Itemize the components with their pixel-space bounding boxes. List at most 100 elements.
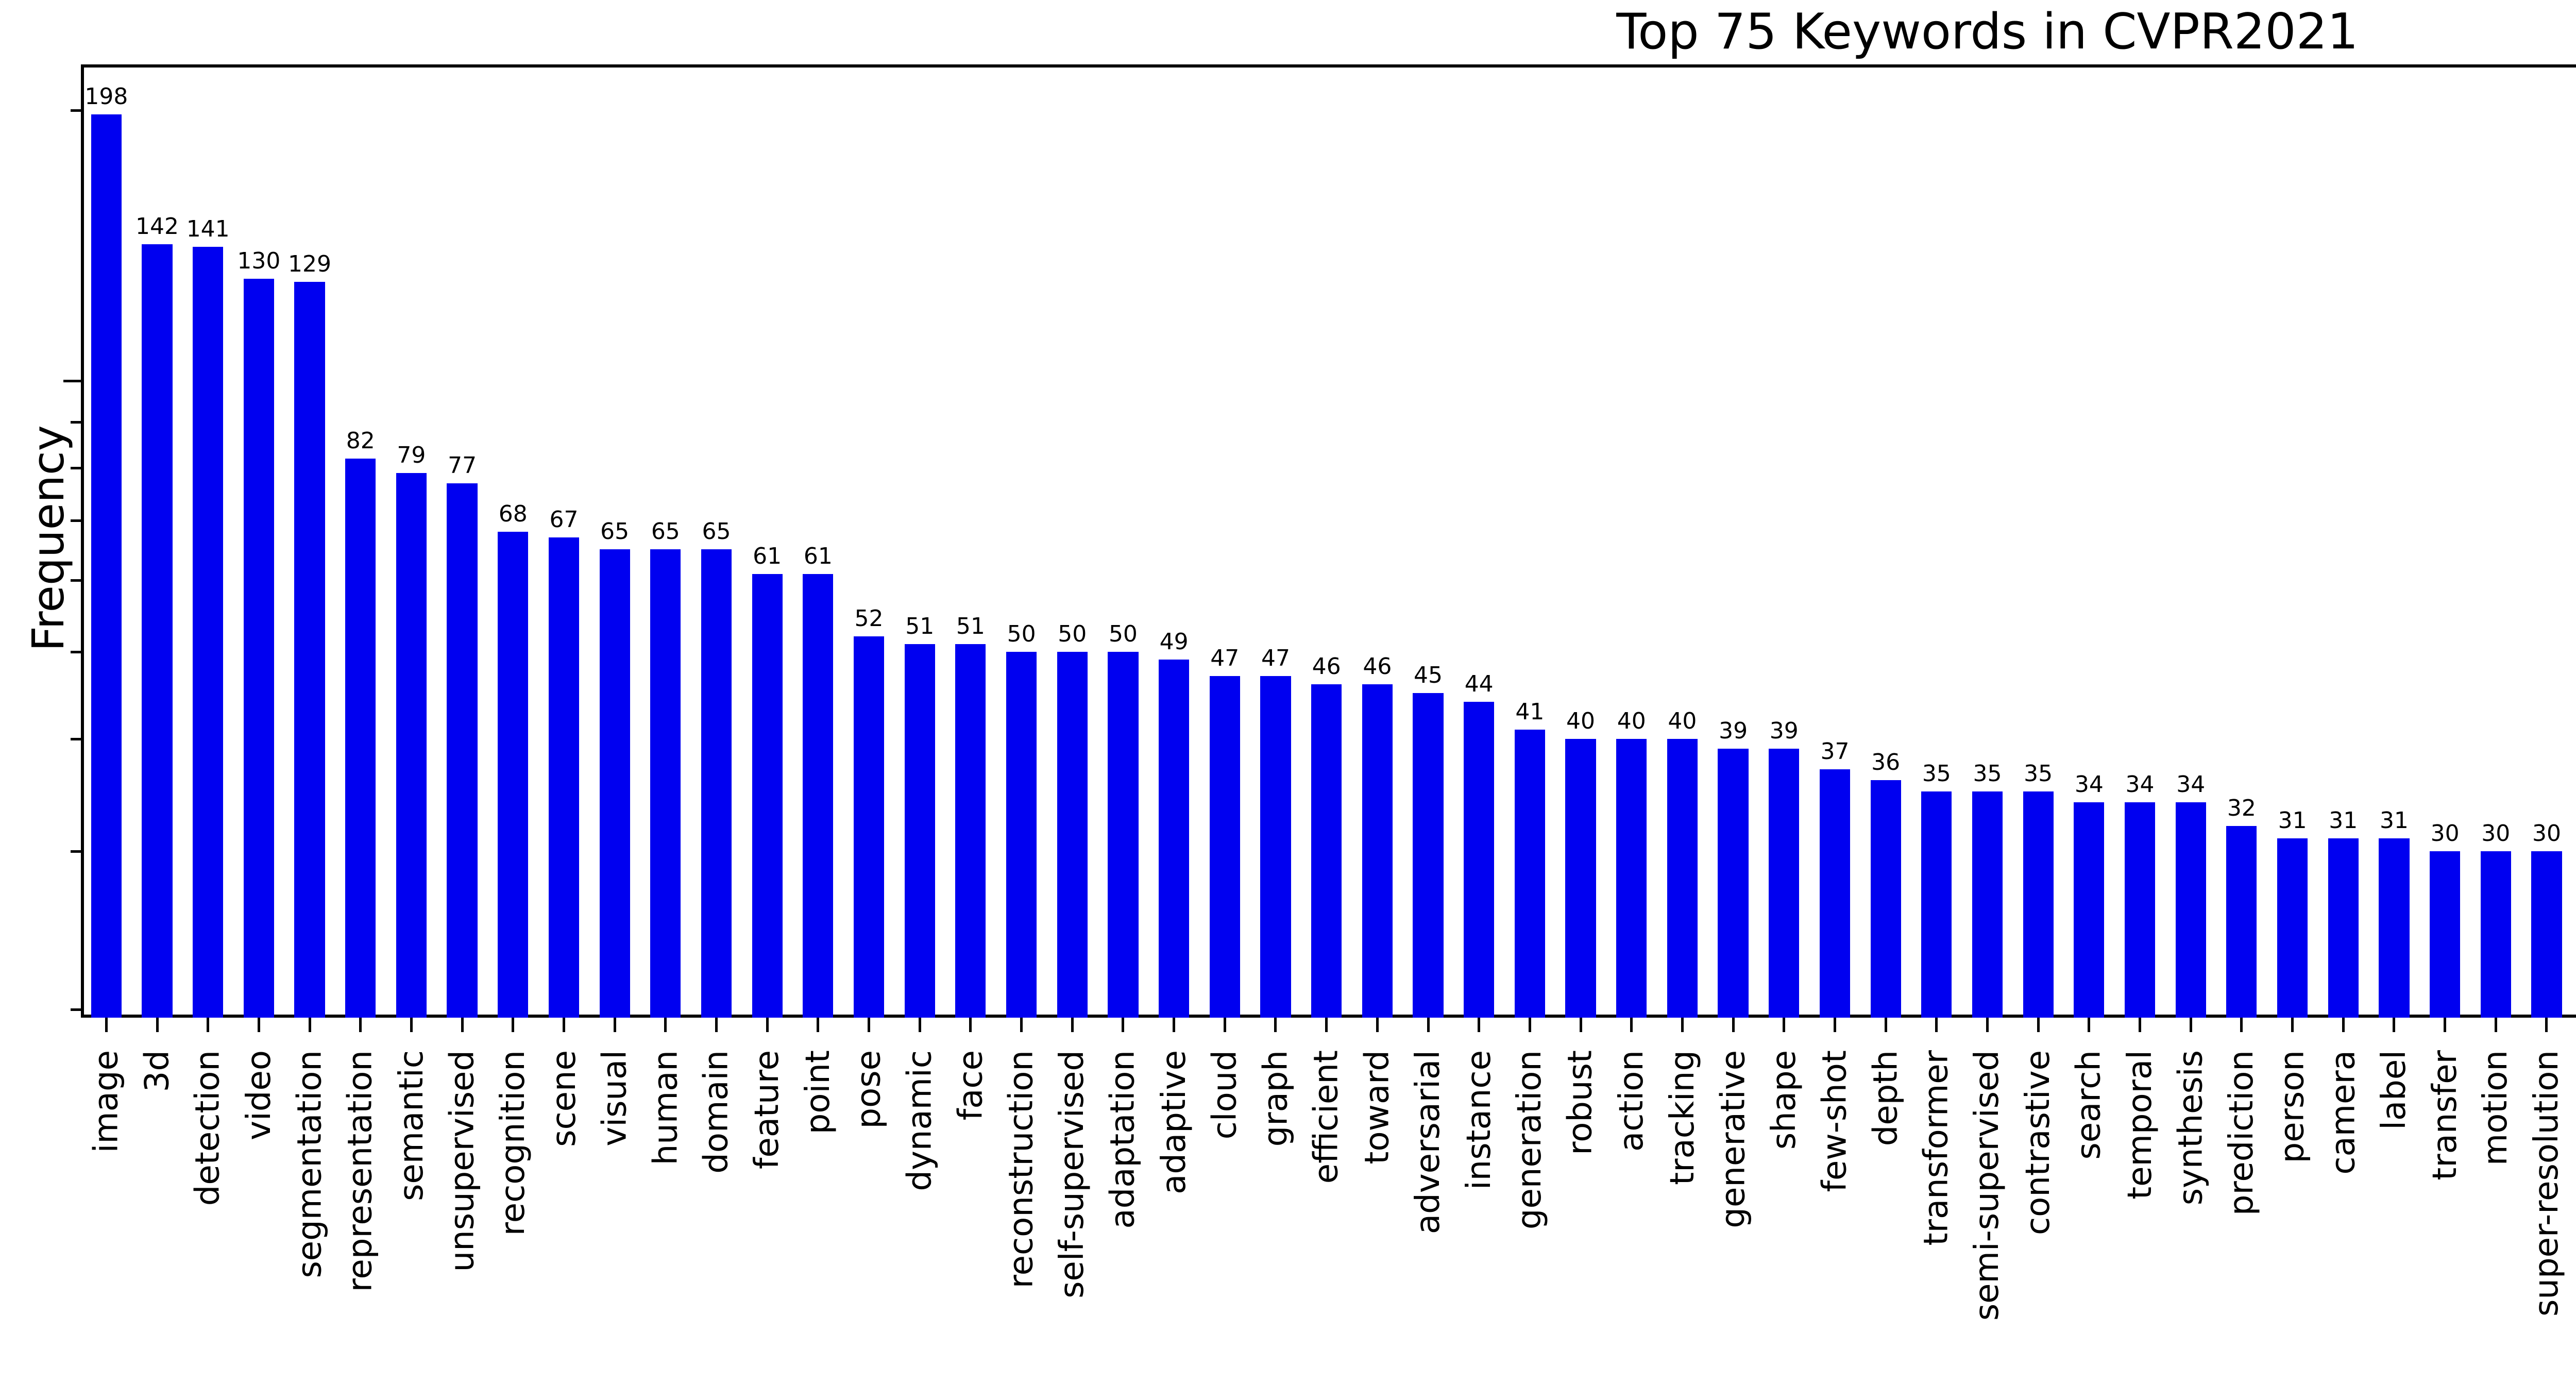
- x-tick-label: generative: [1714, 1050, 1753, 1228]
- bar: [752, 574, 783, 1018]
- bar-value-label: 130: [237, 247, 281, 274]
- bar: [650, 549, 681, 1018]
- x-tick-mark: [1478, 1018, 1481, 1032]
- bar-value-label: 31: [2379, 807, 2409, 834]
- x-tick-label: contrastive: [2019, 1050, 2058, 1235]
- x-tick-label: cloud: [1206, 1050, 1244, 1140]
- x-tick-label: pose: [850, 1050, 888, 1129]
- bar: [345, 459, 376, 1018]
- x-tick-label: scene: [545, 1050, 583, 1147]
- x-tick-mark: [613, 1018, 616, 1032]
- y-minor-tick-mark: [71, 467, 81, 470]
- x-tick-mark: [2444, 1018, 2447, 1032]
- y-minor-tick-mark: [71, 519, 81, 522]
- bar: [2379, 838, 2410, 1018]
- bar-value-label: 50: [1108, 621, 1138, 648]
- y-minor-tick-mark: [71, 579, 81, 582]
- bar: [2531, 851, 2562, 1018]
- bar: [599, 549, 630, 1018]
- x-tick-label: tracking: [1663, 1050, 1702, 1185]
- bar: [1667, 739, 1698, 1018]
- x-tick-label: synthesis: [2172, 1050, 2210, 1206]
- x-tick-mark: [1427, 1018, 1430, 1032]
- x-tick-mark: [918, 1018, 921, 1032]
- x-tick-label: prediction: [2222, 1050, 2261, 1216]
- bar-value-label: 39: [1719, 718, 1748, 745]
- bar-value-label: 40: [1566, 708, 1596, 735]
- x-tick-label: domain: [697, 1050, 736, 1174]
- x-tick-label: search: [2070, 1050, 2108, 1160]
- x-tick-label: dynamic: [901, 1050, 939, 1191]
- x-tick-mark: [1528, 1018, 1531, 1032]
- x-tick-mark: [715, 1018, 718, 1032]
- bar: [2328, 838, 2359, 1018]
- x-tick-label: depth: [1867, 1050, 1905, 1146]
- y-axis-label: Frequency: [23, 425, 74, 652]
- bar-value-label: 30: [2481, 820, 2511, 847]
- bar-value-label: 47: [1210, 645, 1240, 672]
- x-tick-mark: [1020, 1018, 1023, 1032]
- bar: [2175, 802, 2206, 1018]
- x-tick-label: few-shot: [1816, 1050, 1854, 1192]
- x-tick-mark: [461, 1018, 464, 1032]
- x-tick-label: super-resolution: [2527, 1050, 2566, 1317]
- bar: [1057, 652, 1088, 1018]
- bar-value-label: 35: [1973, 760, 2002, 787]
- bar: [904, 644, 935, 1018]
- bar: [1362, 684, 1393, 1018]
- x-tick-mark: [1732, 1018, 1735, 1032]
- bar-value-label: 129: [288, 250, 332, 277]
- bar-value-label: 31: [2278, 807, 2307, 834]
- bar-value-label: 35: [1922, 760, 1951, 787]
- x-tick-label: 3d: [138, 1050, 177, 1092]
- bar-value-label: 51: [905, 613, 935, 640]
- x-tick-label: visual: [596, 1050, 634, 1146]
- bar: [2430, 851, 2461, 1018]
- bar-value-label: 45: [1414, 662, 1443, 688]
- bar-value-label: 50: [1058, 621, 1087, 648]
- x-tick-mark: [969, 1018, 972, 1032]
- bar-value-label: 34: [2125, 771, 2155, 798]
- x-tick-mark: [2139, 1018, 2142, 1032]
- x-tick-mark: [562, 1018, 565, 1032]
- x-tick-mark: [1884, 1018, 1887, 1032]
- x-tick-mark: [2088, 1018, 2091, 1032]
- y-minor-tick-mark: [71, 109, 81, 112]
- bar: [548, 537, 580, 1018]
- bar-value-label: 77: [448, 452, 477, 479]
- bar-value-label: 37: [1820, 738, 1850, 765]
- x-tick-mark: [1071, 1018, 1074, 1032]
- bar: [701, 549, 732, 1018]
- bar: [1616, 739, 1647, 1018]
- x-tick-label: shape: [1765, 1050, 1803, 1150]
- x-tick-mark: [2342, 1018, 2345, 1032]
- x-tick-label: efficient: [1307, 1050, 1346, 1184]
- bar: [193, 247, 224, 1018]
- x-tick-mark: [1935, 1018, 1938, 1032]
- y-minor-tick-mark: [71, 1008, 81, 1011]
- bar-value-label: 39: [1769, 718, 1799, 745]
- x-tick-label: robust: [1562, 1050, 1600, 1155]
- bar: [803, 574, 834, 1018]
- x-tick-label: action: [1612, 1050, 1651, 1152]
- x-tick-mark: [817, 1018, 820, 1032]
- x-tick-mark: [512, 1018, 515, 1032]
- bar: [1718, 749, 1749, 1018]
- x-tick-label: graph: [1256, 1050, 1295, 1147]
- bar-value-label: 35: [2024, 760, 2053, 787]
- bar: [1311, 684, 1342, 1018]
- bar-value-label: 52: [854, 605, 884, 632]
- bar: [1819, 769, 1851, 1018]
- x-tick-label: adversarial: [1409, 1050, 1448, 1235]
- bar-value-label: 40: [1617, 708, 1646, 735]
- y-minor-tick-mark: [71, 650, 81, 653]
- bar-value-label: 28: [2571, 848, 2576, 874]
- x-tick-label: representation: [341, 1050, 380, 1292]
- chart-title: Top 75 Keywords in CVPR2021: [1616, 4, 2359, 60]
- bar: [1921, 791, 1952, 1018]
- bar-value-label: 82: [346, 428, 375, 454]
- x-tick-mark: [2494, 1018, 2497, 1032]
- x-tick-label: motion: [2477, 1050, 2515, 1166]
- bar-value-label: 141: [186, 216, 230, 243]
- bar-value-label: 67: [549, 507, 579, 533]
